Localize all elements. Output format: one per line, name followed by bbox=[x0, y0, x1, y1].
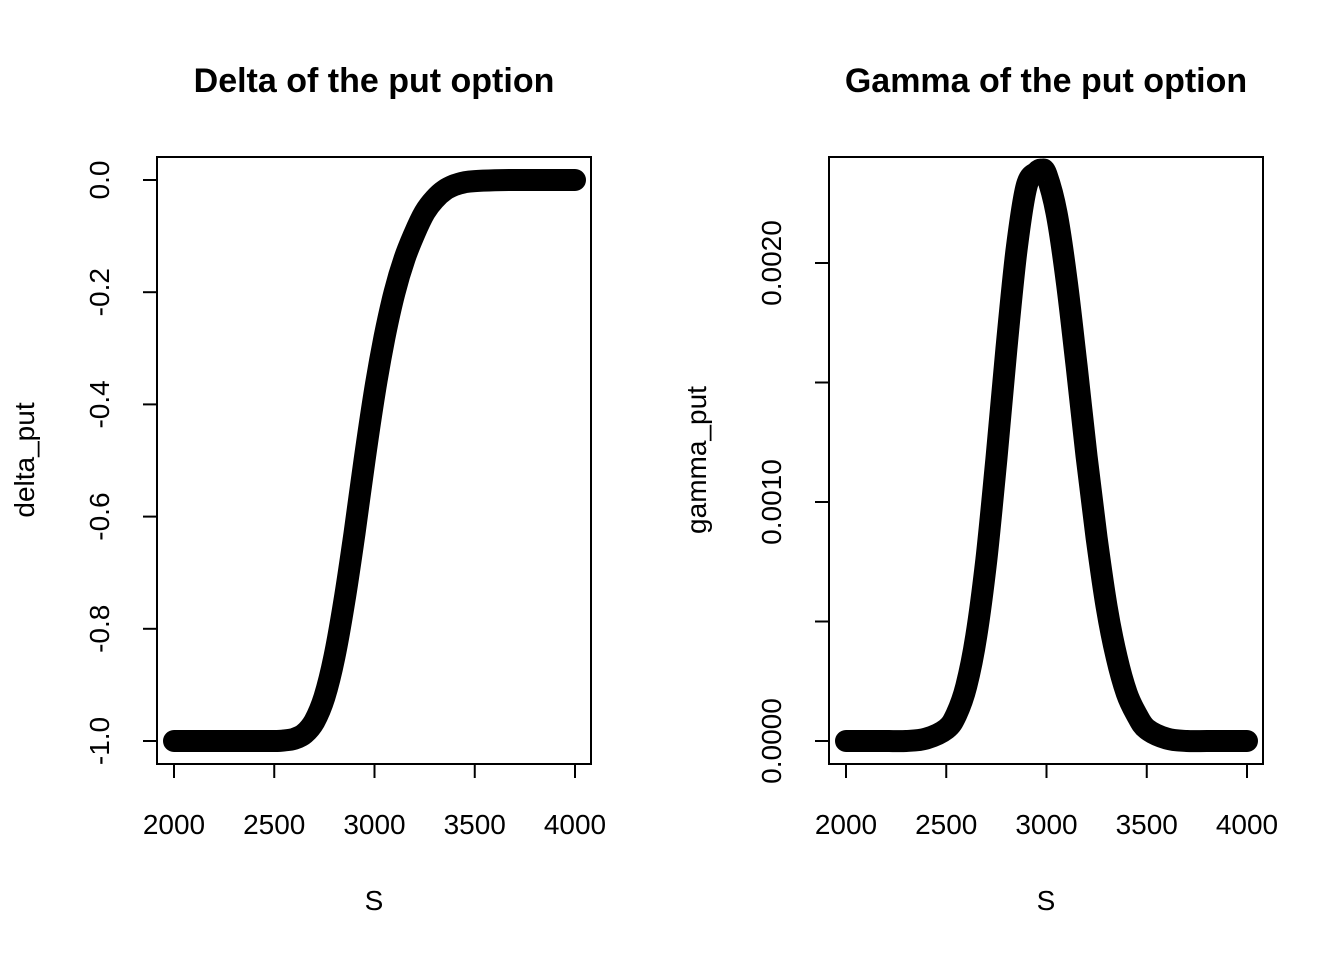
gamma-plot-title: Gamma of the put option bbox=[845, 62, 1247, 100]
delta-x-tick-label: 3500 bbox=[444, 809, 506, 840]
delta-x-axis: 2000 2500 3000 3500 4000 bbox=[143, 763, 606, 840]
delta-x-tick-label: 3000 bbox=[343, 809, 405, 840]
gamma-plot-frame bbox=[828, 156, 1264, 765]
delta-y-tick-label: -0.6 bbox=[84, 492, 115, 540]
gamma-y-tick-label: 0.0000 bbox=[756, 698, 787, 784]
delta-x-axis-label: S bbox=[365, 885, 384, 916]
gamma-y-axis-label: gamma_put bbox=[681, 386, 712, 534]
gamma-x-axis: 2000 2500 3000 3500 4000 bbox=[815, 763, 1278, 840]
delta-x-tick-label: 2500 bbox=[243, 809, 305, 840]
gamma-x-tick-label: 2500 bbox=[915, 809, 977, 840]
delta-y-tick-label: -0.8 bbox=[84, 605, 115, 653]
gamma-x-tick-label: 3000 bbox=[1015, 809, 1077, 840]
delta-x-tick-label: 4000 bbox=[544, 809, 606, 840]
delta-plot-panel: Delta of the put option 2000 2500 3000 3500… bbox=[9, 62, 606, 916]
gamma-y-tick-label: 0.0010 bbox=[756, 459, 787, 545]
gamma-put-curve bbox=[835, 158, 1258, 753]
gamma-y-tick-label: 0.0020 bbox=[756, 220, 787, 306]
delta-y-tick-label: 0.0 bbox=[84, 161, 115, 200]
gamma-x-tick-label: 2000 bbox=[815, 809, 877, 840]
delta-x-tick-label: 2000 bbox=[143, 809, 205, 840]
delta-y-tick-label: -0.4 bbox=[84, 380, 115, 428]
delta-y-axis-label: delta_put bbox=[9, 402, 40, 517]
gamma-x-axis-label: S bbox=[1037, 885, 1056, 916]
delta-y-tick-label: -1.0 bbox=[84, 717, 115, 765]
gamma-plot-panel: Gamma of the put option 2000 2500 3000 3500… bbox=[681, 62, 1278, 916]
gamma-y-axis: 0.0000 0.0010 0.0020 bbox=[756, 220, 830, 784]
gamma-x-tick-label: 4000 bbox=[1216, 809, 1278, 840]
gamma-x-tick-label: 3500 bbox=[1116, 809, 1178, 840]
delta-y-tick-label: -0.2 bbox=[84, 268, 115, 316]
delta-put-curve bbox=[163, 169, 586, 753]
delta-plot-title: Delta of the put option bbox=[194, 62, 555, 100]
delta-y-axis: -1.0 -0.8 -0.6 -0.4 -0.2 0.0 bbox=[84, 161, 158, 765]
